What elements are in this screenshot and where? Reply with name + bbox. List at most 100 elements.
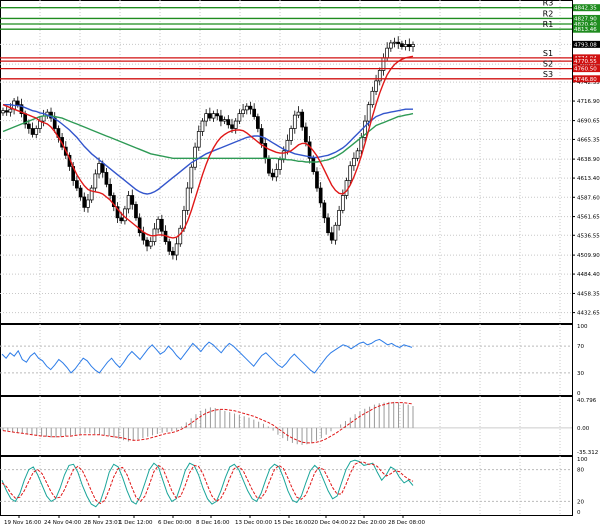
- panel-frame: [0, 396, 573, 456]
- price-level-tag-label: 4827.90: [574, 16, 597, 22]
- time-tick-label: 24 Nov 04:00: [44, 520, 82, 526]
- candle-body: [226, 119, 231, 126]
- candle-body: [207, 113, 212, 119]
- candle-body: [119, 217, 124, 222]
- panel-frame: [0, 324, 573, 396]
- candle-body: [340, 195, 345, 211]
- candle-body: [75, 180, 79, 189]
- candle-body: [278, 159, 282, 170]
- macd-tick-label: 0.00: [577, 426, 590, 432]
- candle-body: [252, 108, 257, 117]
- candle-body: [374, 80, 378, 92]
- candle-body: [123, 208, 127, 222]
- candle-body: [244, 105, 249, 111]
- price-level-tag-label: 4813.46: [574, 27, 597, 33]
- price-level-tag: [573, 4, 600, 12]
- price-level-tag: [573, 20, 600, 28]
- candle-body: [111, 195, 116, 208]
- candle-body: [296, 111, 301, 116]
- candle-body: [219, 115, 223, 122]
- macd-tick-label: -35.312: [577, 450, 598, 456]
- stochastic-panel: [0, 459, 572, 508]
- candle-body: [256, 116, 260, 129]
- rsi-tick-label: 30: [577, 371, 584, 377]
- candle-body: [300, 111, 305, 128]
- candle-body: [104, 172, 109, 185]
- candle-body: [156, 218, 160, 230]
- candle-body: [326, 217, 330, 234]
- chart-gridlines: [0, 0, 573, 516]
- candle-body: [385, 47, 389, 59]
- candle-body: [171, 250, 175, 256]
- rsi-tick-label: 100: [577, 324, 588, 330]
- rsi-tick-label: 70: [577, 344, 584, 350]
- candle-body: [27, 123, 31, 129]
- macd-tick-label: 40.796: [577, 398, 597, 404]
- candle-body: [78, 187, 83, 198]
- candle-body: [355, 150, 360, 159]
- candle-body: [108, 183, 112, 196]
- last-price-tag: [573, 40, 600, 48]
- candle-body: [274, 169, 279, 178]
- candle-body: [145, 239, 149, 247]
- rsi-panel: [0, 338, 572, 374]
- macd-signal-line: [2, 402, 414, 444]
- candle-body: [97, 163, 101, 175]
- candle-body: [348, 165, 353, 181]
- time-tick-label: 20 Dec 04:00: [311, 520, 348, 526]
- candle-body: [267, 157, 271, 174]
- candle-body: [93, 173, 98, 189]
- candle-body: [289, 128, 293, 141]
- candle-body: [370, 90, 375, 106]
- candle-body: [322, 202, 327, 219]
- candle-body: [237, 113, 242, 122]
- candle-body: [189, 166, 194, 189]
- price-level-tag: [573, 14, 600, 22]
- candle-body: [174, 243, 179, 256]
- price-tick-label: 4690.65: [577, 119, 600, 125]
- price-tick-label: 4766.60: [577, 62, 600, 68]
- price-level-tag: [573, 65, 600, 73]
- moving-average-red: [2, 55, 414, 239]
- candle-body: [167, 241, 172, 252]
- moving-average-blue: [3, 104, 413, 195]
- candle-body: [15, 100, 20, 106]
- stoch-tick-label: 20: [577, 499, 584, 505]
- candle-body: [100, 163, 105, 173]
- price-tick-label: 4509.90: [577, 253, 600, 259]
- candle-body: [270, 172, 275, 178]
- candle-body: [126, 195, 131, 210]
- price-level-tag-label: 4770.55: [574, 59, 597, 65]
- candle-body: [8, 108, 13, 113]
- candle-body: [337, 210, 341, 226]
- candle-body: [333, 224, 338, 241]
- candle-body: [134, 204, 138, 219]
- candle-body: [403, 44, 408, 48]
- candle-body: [141, 232, 146, 241]
- candle-body: [281, 150, 286, 161]
- candle-body: [204, 113, 209, 122]
- candle-body: [193, 146, 197, 168]
- candle-body: [89, 187, 94, 201]
- price-tick-label: 4458.35: [577, 291, 600, 297]
- price-level-tag-label: 4842.35: [574, 6, 597, 12]
- candle-body: [215, 113, 220, 117]
- candle-body: [329, 232, 334, 241]
- stoch-tick-label: 0: [577, 510, 581, 516]
- time-tick-label: 13 Dec 00:00: [235, 520, 272, 526]
- price-level-tag: [573, 57, 600, 65]
- panel-frame: [0, 0, 573, 324]
- candle-body: [148, 241, 153, 247]
- time-tick-label: 19 Nov 16:00: [4, 520, 42, 526]
- price-tick-label: 4536.55: [577, 233, 600, 239]
- price-tick-label: 4716.90: [577, 99, 600, 105]
- candle-body: [19, 104, 24, 114]
- stoch-tick-label: 100: [577, 457, 588, 463]
- stoch-k-line: [1, 459, 414, 508]
- candle-body: [318, 187, 323, 204]
- candle-body: [396, 41, 401, 45]
- candle-body: [185, 187, 190, 211]
- pivot-level-name: S2: [543, 60, 553, 69]
- candle-body: [311, 157, 316, 173]
